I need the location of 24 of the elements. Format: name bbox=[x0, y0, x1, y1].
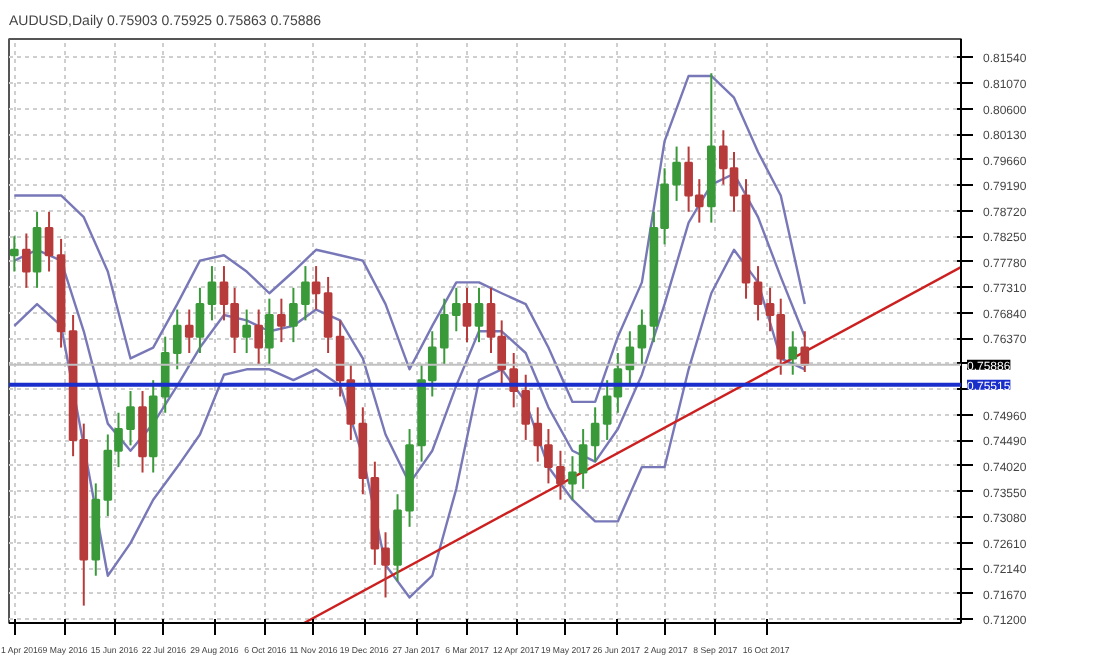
candlestick bbox=[32, 210, 42, 289]
candlestick bbox=[311, 265, 321, 311]
line-series bbox=[13, 74, 806, 404]
candlestick bbox=[184, 308, 194, 354]
candlestick bbox=[462, 286, 472, 344]
candlestick bbox=[323, 275, 333, 354]
candlestick bbox=[277, 297, 286, 344]
candlestick bbox=[254, 308, 264, 365]
candlestick bbox=[788, 330, 798, 376]
candlestick bbox=[126, 390, 135, 447]
candlestick bbox=[474, 286, 484, 344]
candlestick bbox=[10, 235, 19, 273]
line-series bbox=[13, 248, 806, 599]
candlestick bbox=[195, 286, 205, 354]
candlestick bbox=[265, 297, 274, 365]
candlestick bbox=[207, 265, 217, 322]
candlestick bbox=[556, 449, 565, 501]
candlestick bbox=[753, 265, 763, 322]
candlestick bbox=[242, 308, 251, 354]
candlestick bbox=[22, 232, 31, 289]
candlestick bbox=[44, 210, 54, 273]
candlestick bbox=[800, 330, 810, 374]
candlestick bbox=[637, 308, 647, 365]
candlestick bbox=[590, 406, 600, 463]
